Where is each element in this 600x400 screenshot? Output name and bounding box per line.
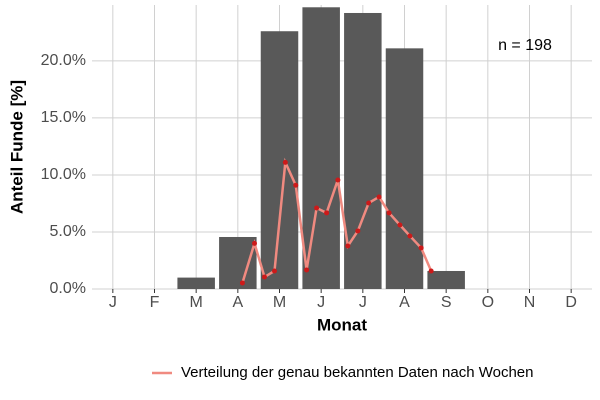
point <box>366 200 372 206</box>
x-axis-title: Monat <box>317 315 367 334</box>
point <box>386 210 392 216</box>
point <box>239 280 245 286</box>
x-tick-label: D <box>565 294 577 311</box>
point <box>397 222 403 228</box>
point <box>355 228 361 234</box>
y-tick-label: 0.0% <box>50 280 86 297</box>
x-tick-label: M <box>190 294 203 311</box>
x-tick-label: O <box>482 294 494 311</box>
x-tick-label: A <box>399 294 410 311</box>
y-tick-label: 5.0% <box>50 223 86 240</box>
point <box>282 159 288 165</box>
point <box>428 268 434 274</box>
point <box>272 268 277 274</box>
point <box>304 267 310 273</box>
legend-label: Verteilung der genau bekannten Daten nac… <box>181 364 534 381</box>
x-tick-label: J <box>359 294 367 311</box>
point <box>407 233 413 239</box>
y-tick-label: 15.0% <box>41 109 86 126</box>
y-axis-title: Anteil Funde [%] <box>7 80 26 214</box>
point <box>345 243 351 249</box>
x-tick-label: M <box>273 294 286 311</box>
point <box>376 194 382 200</box>
point <box>314 205 320 211</box>
point <box>262 274 267 280</box>
x-tick-label: A <box>232 294 243 311</box>
bar <box>260 31 299 289</box>
bar <box>427 270 465 289</box>
x-tick-label: F <box>150 294 160 311</box>
point <box>418 245 424 251</box>
bar <box>219 236 257 289</box>
y-tick-label: 20.0% <box>41 52 86 69</box>
x-tick-label: J <box>109 294 117 311</box>
x-tick-label: J <box>317 294 325 311</box>
point <box>324 210 330 216</box>
bar <box>177 277 215 289</box>
point <box>335 177 341 183</box>
bar <box>385 48 424 289</box>
x-tick-label: S <box>441 294 452 311</box>
bar <box>302 7 340 289</box>
y-tick-label: 10.0% <box>41 166 86 183</box>
point <box>293 182 299 188</box>
annotation: n = 198 <box>498 37 552 54</box>
point <box>252 240 257 246</box>
x-tick-label: N <box>524 294 536 311</box>
